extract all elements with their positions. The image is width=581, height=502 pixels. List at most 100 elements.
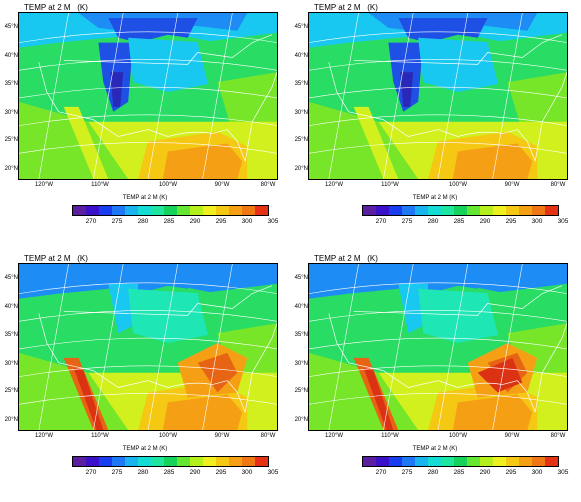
colorbar-swatch: [229, 206, 242, 215]
temp-field-gulf-core: [162, 394, 243, 430]
colorbar-tick-label: 270: [85, 218, 97, 225]
latitude-label: 35°N: [294, 332, 308, 338]
temp-field-south-extreme: [477, 357, 523, 393]
longitude-label: 90°W: [214, 182, 230, 188]
latitude-label: 35°N: [294, 81, 308, 87]
latitude-label: 25°N: [294, 388, 308, 394]
colorbar-swatch: [86, 457, 99, 466]
longitude-line: [202, 13, 233, 179]
colorbar-swatch: [190, 206, 203, 215]
temp-field-mexico: [63, 106, 109, 179]
colorbar-swatch: [493, 206, 506, 215]
latitude-line: [19, 365, 277, 377]
latitude-line: [19, 59, 277, 71]
longitude-label: 110°W: [91, 182, 109, 188]
latitude-label: 40°N: [4, 304, 18, 310]
latitude-line: [309, 114, 567, 126]
colorbar-swatch: [99, 457, 112, 466]
temp-field-mexico: [353, 106, 399, 179]
longitude-line: [492, 264, 523, 430]
longitude-line: [93, 264, 124, 430]
colorbar-tick-label: 270: [85, 469, 97, 476]
colorbar-swatch: [493, 457, 506, 466]
latitude-line: [19, 114, 277, 126]
colorbar-swatch: [519, 457, 532, 466]
colorbar-swatch: [545, 457, 558, 466]
colorbar-swatch: [363, 457, 376, 466]
colorbar-swatch: [138, 206, 151, 215]
colorbar-tick-label: 300: [241, 218, 253, 225]
latitude-label: 35°N: [4, 332, 18, 338]
latitude-label: 40°N: [4, 53, 18, 59]
longitude-line: [93, 13, 124, 179]
longitude-line: [202, 264, 233, 430]
latitude-label: 45°N: [4, 24, 18, 30]
longitude-label: 100°W: [158, 433, 178, 439]
colorbar-swatch: [467, 206, 480, 215]
temp-field-very-cold: [398, 17, 488, 43]
longitude-label: 80°W: [260, 433, 276, 439]
latitude-label: 20°N: [294, 166, 308, 172]
us-mexico-border: [348, 362, 458, 388]
latitude-label: 30°N: [4, 110, 18, 116]
latitude-label: 35°N: [4, 81, 18, 87]
map-panel: TEMP at 2 M (K) 45°N 40°N 35°N 30°N 25°N 20°N 1…: [290, 251, 580, 502]
latitude-line: [19, 310, 277, 322]
colorbar-swatch: [164, 206, 177, 215]
latitude-line: [309, 59, 567, 71]
colorbar-tick-label: 280: [427, 469, 439, 476]
colorbar-tick-label: 305: [557, 469, 569, 476]
longitude-line: [437, 264, 469, 430]
colorbar-tick-label: 280: [137, 218, 149, 225]
temperature-map: [19, 264, 277, 430]
latitude-label: 30°N: [294, 110, 308, 116]
colorbar-swatch: [151, 206, 164, 215]
us-mexico-border: [58, 111, 168, 137]
colorbar-ticks: 270 275 280 285 290 295 300 305: [72, 218, 279, 228]
longitude-line: [437, 13, 469, 179]
colorbar-swatch: [467, 457, 480, 466]
panel-title: TEMP at 2 M (K): [314, 254, 378, 263]
us-canada-border: [63, 285, 273, 316]
temp-field-gulf-core: [452, 143, 533, 179]
colorbar-swatch: [73, 206, 86, 215]
colorbar-swatch: [402, 206, 415, 215]
colorbar-swatch: [125, 206, 138, 215]
temp-field-southwest: [19, 101, 129, 179]
map-panel: TEMP at 2 M (K) 45°N 40°N 35°N 30°N 25°N 20°N 1…: [0, 0, 290, 251]
colorbar-title: TEMP at 2 M (K): [412, 446, 458, 452]
longitude-label: 120°W: [324, 182, 344, 188]
latitude-label: 45°N: [4, 275, 18, 281]
colorbar-swatch: [242, 457, 255, 466]
pacific-coast: [328, 313, 349, 363]
us-canada-border: [353, 34, 563, 65]
map-panel: TEMP at 2 M (K) 45°N 40°N 35°N 30°N 25°N 20°N 1…: [0, 251, 290, 502]
temp-field-midwest: [418, 288, 508, 344]
colorbar-tick-label: 295: [505, 218, 517, 225]
colorbar-tick-label: 305: [267, 469, 279, 476]
latitude-line: [19, 282, 277, 294]
colorbar-swatch: [255, 457, 268, 466]
colorbar-swatch: [545, 206, 558, 215]
latitude-line: [309, 310, 567, 322]
temp-field-mexico-core: [73, 367, 104, 430]
colorbar-tick-label: 290: [479, 218, 491, 225]
colorbar-swatch: [151, 457, 164, 466]
colorbar-swatch: [363, 206, 376, 215]
colorbar-tick-label: 285: [163, 218, 175, 225]
colorbar: [72, 205, 269, 216]
colorbar-swatch: [480, 206, 493, 215]
colorbar-swatch: [454, 457, 467, 466]
map-frame: [18, 12, 278, 180]
gulf-coast: [167, 380, 246, 413]
temp-field-south-core: [197, 352, 238, 393]
colorbar-title: TEMP at 2 M (K): [122, 195, 168, 201]
colorbar-tick-label: 275: [111, 218, 123, 225]
longitude-label: 100°W: [448, 433, 468, 439]
latitude-line: [19, 393, 277, 405]
colorbar-swatch: [532, 206, 545, 215]
colorbar-swatch: [441, 457, 454, 466]
latitude-line: [19, 337, 277, 350]
latitude-label: 25°N: [294, 137, 308, 143]
temp-field-gulf-core: [452, 394, 533, 430]
